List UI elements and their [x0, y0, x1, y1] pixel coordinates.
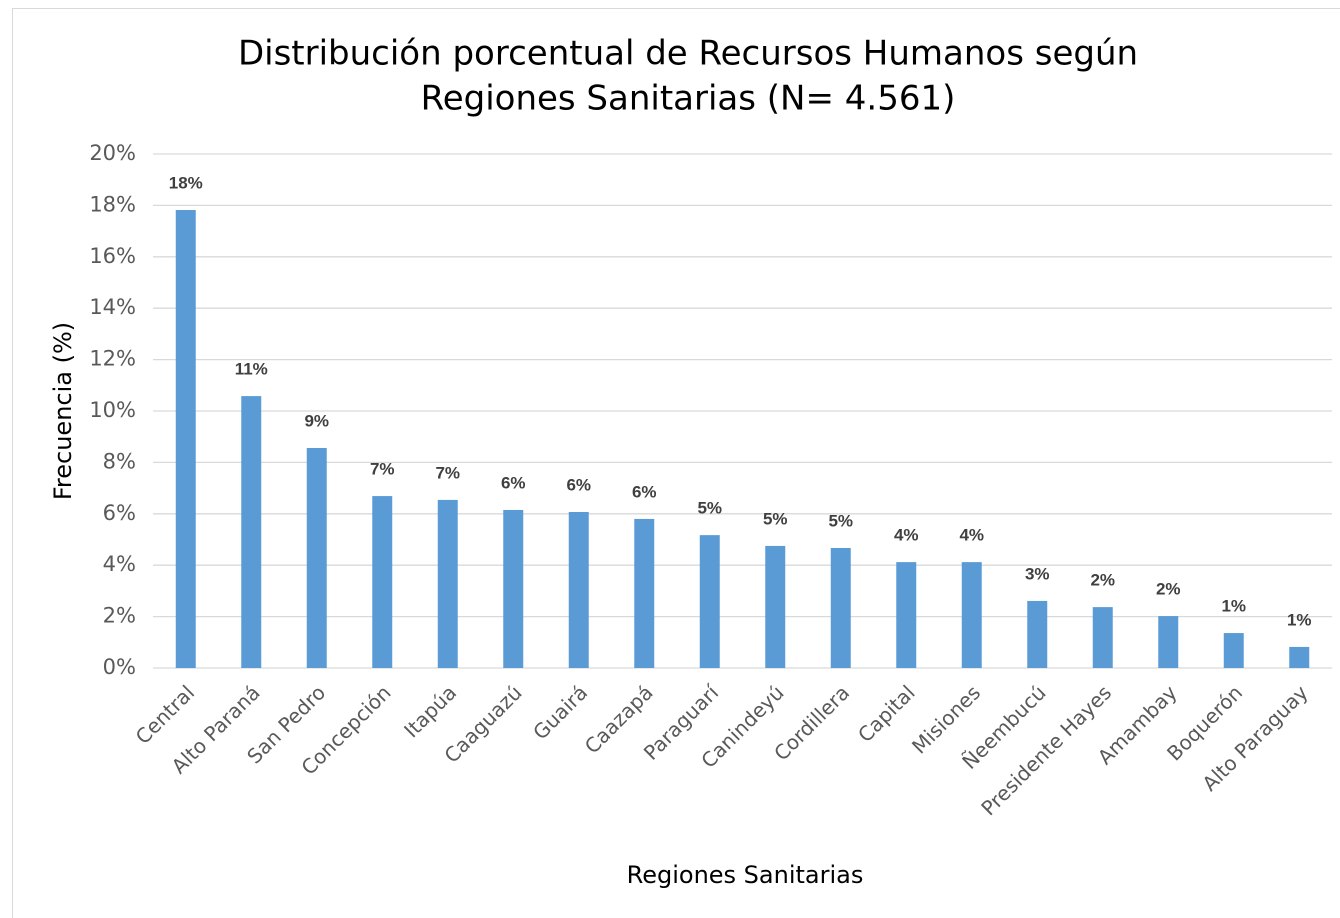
bar	[175, 210, 196, 668]
data-label: 9%	[304, 411, 329, 430]
data-label: 1%	[1221, 597, 1246, 616]
data-label: 6%	[632, 482, 657, 501]
bar	[1092, 607, 1113, 668]
data-label: 2%	[1156, 580, 1181, 599]
data-label: 11%	[235, 360, 268, 379]
bar	[699, 535, 720, 668]
data-label: 7%	[370, 460, 395, 479]
bar	[241, 396, 262, 668]
chart-title: Regiones Sanitarias (N= 4.561)	[421, 79, 956, 119]
bar	[568, 512, 589, 668]
data-label: 18%	[169, 174, 203, 193]
bar	[1289, 646, 1310, 668]
bar	[896, 562, 917, 668]
bar	[372, 496, 393, 668]
y-tick-label: 2%	[103, 604, 136, 628]
y-tick-label: 20%	[89, 141, 136, 165]
data-label: 6%	[501, 473, 526, 492]
bar	[1158, 616, 1179, 668]
data-label: 5%	[697, 499, 722, 518]
bar	[765, 545, 786, 668]
data-label: 1%	[1287, 610, 1312, 629]
data-label: 3%	[1025, 564, 1050, 583]
data-label: 5%	[828, 511, 853, 530]
bar	[503, 509, 524, 668]
bar	[1223, 633, 1244, 668]
y-tick-label: 16%	[89, 244, 136, 268]
y-tick-label: 18%	[89, 192, 136, 216]
y-tick-label: 6%	[103, 501, 136, 525]
y-tick-label: 8%	[103, 449, 136, 473]
bar	[1027, 600, 1048, 668]
bar	[437, 499, 458, 668]
data-label: 4%	[894, 526, 919, 545]
chart-title: Distribución porcentual de Recursos Huma…	[238, 34, 1138, 74]
data-label: 5%	[763, 509, 788, 528]
bar	[306, 448, 327, 668]
bar	[961, 562, 982, 668]
bar	[634, 518, 655, 668]
x-axis-label: Regiones Sanitarias	[627, 861, 864, 889]
y-tick-label: 0%	[103, 655, 136, 679]
data-label: 6%	[566, 475, 591, 494]
y-tick-label: 10%	[89, 398, 136, 422]
data-label: 2%	[1090, 571, 1115, 590]
chart-frame	[12, 8, 1340, 918]
y-axis-label: Frecuencia (%)	[49, 322, 77, 500]
y-tick-label: 12%	[89, 347, 136, 371]
data-label: 4%	[959, 526, 984, 545]
y-tick-label: 14%	[89, 295, 136, 319]
y-tick-label: 4%	[103, 552, 136, 576]
bar	[830, 547, 851, 668]
data-label: 7%	[435, 463, 460, 482]
